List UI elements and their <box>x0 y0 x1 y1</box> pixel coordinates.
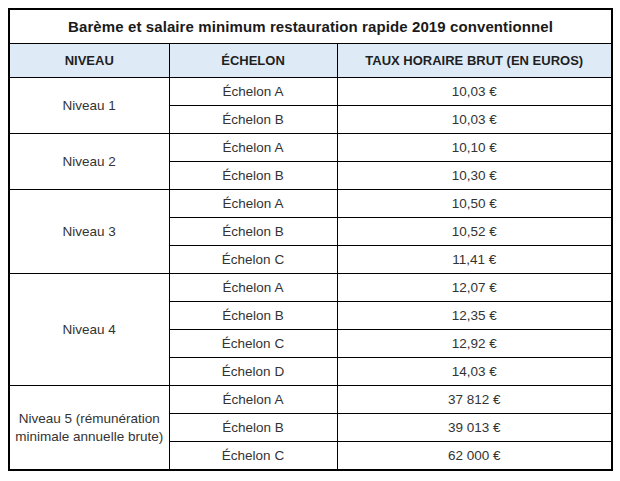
echelon-cell: Échelon A <box>169 274 337 302</box>
taux-cell: 62 000 € <box>337 442 612 471</box>
table-row: Niveau 1Échelon A10,03 € <box>9 78 612 106</box>
column-header-taux-horaire: TAUX HORAIRE BRUT (EN EUROS) <box>337 44 612 78</box>
echelon-cell: Échelon B <box>169 414 337 442</box>
niveau-cell: Niveau 5 (rémunération minimale annuelle… <box>9 386 169 471</box>
echelon-cell: Échelon B <box>169 162 337 190</box>
salary-scale-table: Barème et salaire minimum restauration r… <box>8 8 613 471</box>
niveau-cell: Niveau 1 <box>9 78 169 134</box>
echelon-cell: Échelon A <box>169 386 337 414</box>
taux-cell: 10,30 € <box>337 162 612 190</box>
taux-cell: 12,92 € <box>337 330 612 358</box>
taux-cell: 37 812 € <box>337 386 612 414</box>
taux-cell: 14,03 € <box>337 358 612 386</box>
echelon-cell: Échelon C <box>169 246 337 274</box>
taux-cell: 10,03 € <box>337 78 612 106</box>
echelon-cell: Échelon A <box>169 134 337 162</box>
taux-cell: 11,41 € <box>337 246 612 274</box>
table-row: Niveau 2Échelon A10,10 € <box>9 134 612 162</box>
taux-cell: 12,35 € <box>337 302 612 330</box>
taux-cell: 10,50 € <box>337 190 612 218</box>
table-title: Barème et salaire minimum restauration r… <box>9 9 612 44</box>
header-row: NIVEAU ÉCHELON TAUX HORAIRE BRUT (EN EUR… <box>9 44 612 78</box>
table-row: Niveau 5 (rémunération minimale annuelle… <box>9 386 612 414</box>
echelon-cell: Échelon A <box>169 190 337 218</box>
table-row: Niveau 3Échelon A10,50 € <box>9 190 612 218</box>
echelon-cell: Échelon B <box>169 106 337 134</box>
niveau-cell: Niveau 4 <box>9 274 169 386</box>
taux-cell: 12,07 € <box>337 274 612 302</box>
taux-cell: 10,10 € <box>337 134 612 162</box>
taux-cell: 10,03 € <box>337 106 612 134</box>
page: Barème et salaire minimum restauration r… <box>0 0 620 481</box>
table-row: Niveau 4Échelon A12,07 € <box>9 274 612 302</box>
column-header-echelon: ÉCHELON <box>169 44 337 78</box>
taux-cell: 39 013 € <box>337 414 612 442</box>
table-body: Niveau 1Échelon A10,03 €Échelon B10,03 €… <box>9 78 612 471</box>
echelon-cell: Échelon B <box>169 302 337 330</box>
echelon-cell: Échelon C <box>169 442 337 471</box>
echelon-cell: Échelon A <box>169 78 337 106</box>
column-header-niveau: NIVEAU <box>9 44 169 78</box>
taux-cell: 10,52 € <box>337 218 612 246</box>
echelon-cell: Échelon C <box>169 330 337 358</box>
niveau-cell: Niveau 3 <box>9 190 169 274</box>
echelon-cell: Échelon D <box>169 358 337 386</box>
echelon-cell: Échelon B <box>169 218 337 246</box>
title-row: Barème et salaire minimum restauration r… <box>9 9 612 44</box>
niveau-cell: Niveau 2 <box>9 134 169 190</box>
